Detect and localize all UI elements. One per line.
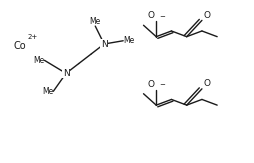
Text: 2+: 2+ [27, 34, 37, 40]
Text: Me: Me [123, 36, 134, 45]
Text: Co: Co [14, 41, 27, 51]
Text: N: N [101, 39, 107, 49]
Text: O: O [203, 79, 210, 88]
Text: Me: Me [90, 17, 101, 26]
Text: O: O [148, 11, 155, 20]
Text: −: − [159, 82, 165, 88]
Text: N: N [63, 69, 69, 78]
Text: O: O [203, 11, 210, 20]
Text: O: O [148, 80, 155, 89]
Text: Me: Me [33, 56, 44, 65]
Text: Me: Me [42, 87, 53, 96]
Text: −: − [159, 14, 165, 20]
